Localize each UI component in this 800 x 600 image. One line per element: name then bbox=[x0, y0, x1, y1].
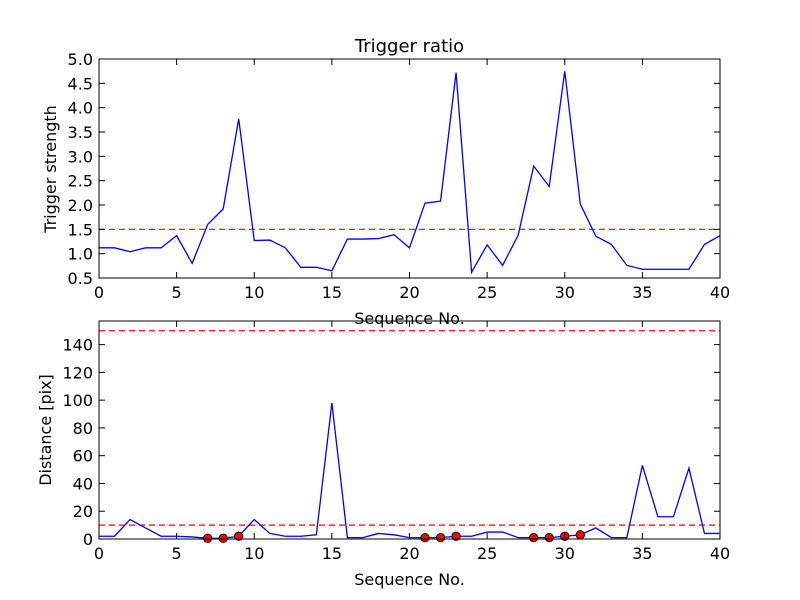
trigger-x-tick-label: 0 bbox=[94, 283, 104, 302]
distance-y-tick-label: 0 bbox=[83, 530, 93, 549]
distance-panel: Sequence No. Distance [pix] 0 5 10 15 20 25 30… bbox=[36, 320, 730, 589]
trigger-y-tick-label: 5.0 bbox=[68, 50, 93, 69]
distance-x-tick-label: 10 bbox=[244, 544, 264, 563]
trigger-ratio-panel: Trigger ratio Sequence No. Trigger stren… bbox=[41, 36, 730, 328]
distance-x-tick-label: 20 bbox=[399, 544, 419, 563]
distance-y-tick-label: 140 bbox=[62, 336, 93, 355]
trigger-ratio-ylabel: Trigger strength bbox=[41, 105, 60, 234]
distance-x-tick-label: 40 bbox=[710, 544, 730, 563]
distance-y-tick-label: 20 bbox=[73, 502, 93, 521]
trigger-y-tick-label: 0.5 bbox=[68, 269, 93, 288]
trigger-x-tick-label: 30 bbox=[555, 283, 575, 302]
distance-x-tick-label: 25 bbox=[477, 544, 497, 563]
trigger-y-tick-label: 3.0 bbox=[68, 147, 93, 166]
distance-marker-point bbox=[420, 532, 430, 543]
trigger-x-tick-label: 25 bbox=[477, 283, 497, 302]
distance-marker-point bbox=[234, 531, 244, 541]
trigger-y-tick-label: 1.0 bbox=[68, 245, 93, 264]
distance-ylabel: Distance [pix] bbox=[36, 374, 55, 486]
distance-marker-point bbox=[218, 533, 228, 543]
distance-x-tick-label: 35 bbox=[632, 544, 652, 563]
distance-marker-point bbox=[203, 533, 213, 543]
distance-x-tick-label: 5 bbox=[172, 544, 182, 563]
distance-marker-point bbox=[544, 532, 554, 543]
trigger-x-tick-label: 5 bbox=[172, 283, 182, 302]
trigger-x-tick-label: 20 bbox=[399, 283, 419, 302]
distance-marker-point bbox=[575, 530, 585, 540]
distance-marker-point bbox=[529, 532, 539, 543]
distance-marker-point bbox=[435, 532, 446, 543]
trigger-y-tick-label: 1.5 bbox=[68, 220, 93, 239]
trigger-y-tick-label: 4.5 bbox=[68, 74, 93, 93]
trigger-y-tick-label: 3.5 bbox=[68, 123, 93, 142]
distance-x-tick-label: 30 bbox=[555, 544, 575, 563]
distance-x-tick-label: 0 bbox=[94, 544, 104, 563]
distance-y-tick-label: 100 bbox=[62, 391, 93, 410]
trigger-x-tick-label: 10 bbox=[244, 283, 264, 302]
trigger-x-tick-label: 40 bbox=[710, 283, 730, 302]
distance-y-tick-label: 60 bbox=[73, 447, 93, 466]
distance-y-tick-label: 40 bbox=[73, 474, 93, 493]
trigger-y-tick-label: 4.0 bbox=[68, 99, 93, 118]
distance-y-tick-label: 80 bbox=[73, 419, 93, 438]
trigger-y-tick-label: 2.0 bbox=[68, 196, 93, 215]
distance-xlabel: Sequence No. bbox=[354, 570, 465, 589]
trigger-y-tick-label: 2.5 bbox=[68, 172, 93, 191]
distance-marker-point bbox=[451, 531, 461, 541]
trigger-series-line-0 bbox=[99, 71, 721, 275]
distance-x-tick-label: 15 bbox=[322, 544, 342, 563]
trigger-ratio-title: Trigger ratio bbox=[354, 36, 464, 57]
distance-y-tick-label: 120 bbox=[62, 363, 93, 382]
trigger-x-tick-label: 15 bbox=[322, 283, 342, 302]
trigger-ratio-xlabel: Sequence No. bbox=[354, 309, 465, 328]
trigger-x-tick-label: 35 bbox=[632, 283, 652, 302]
